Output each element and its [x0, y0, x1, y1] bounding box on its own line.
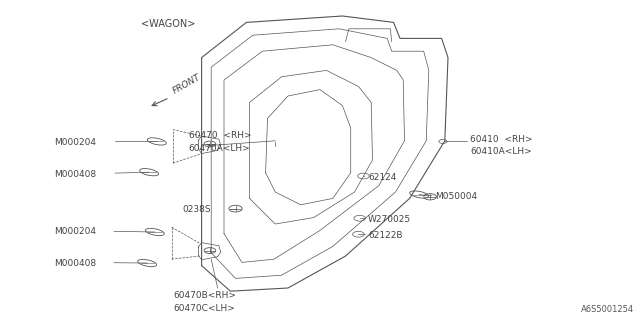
Text: 60470C<LH>: 60470C<LH> [174, 304, 236, 313]
Text: 0238S: 0238S [182, 205, 211, 214]
Text: M000204: M000204 [54, 138, 97, 147]
Text: M000204: M000204 [54, 228, 97, 236]
Text: 62124: 62124 [368, 173, 396, 182]
Text: FRONT: FRONT [171, 73, 202, 96]
Text: A6S5001254: A6S5001254 [580, 305, 634, 314]
Text: 60410  <RH>: 60410 <RH> [470, 135, 533, 144]
Text: M000408: M000408 [54, 260, 97, 268]
Text: M050004: M050004 [435, 192, 477, 201]
Text: <WAGON>: <WAGON> [141, 19, 195, 29]
Text: M000408: M000408 [54, 170, 97, 179]
Text: 60470A<LH>: 60470A<LH> [189, 144, 250, 153]
Text: 60470  <RH>: 60470 <RH> [189, 132, 252, 140]
Text: W270025: W270025 [368, 215, 411, 224]
Text: 62122B: 62122B [368, 231, 403, 240]
Text: 60470B<RH>: 60470B<RH> [173, 292, 236, 300]
Text: 60410A<LH>: 60410A<LH> [470, 148, 532, 156]
